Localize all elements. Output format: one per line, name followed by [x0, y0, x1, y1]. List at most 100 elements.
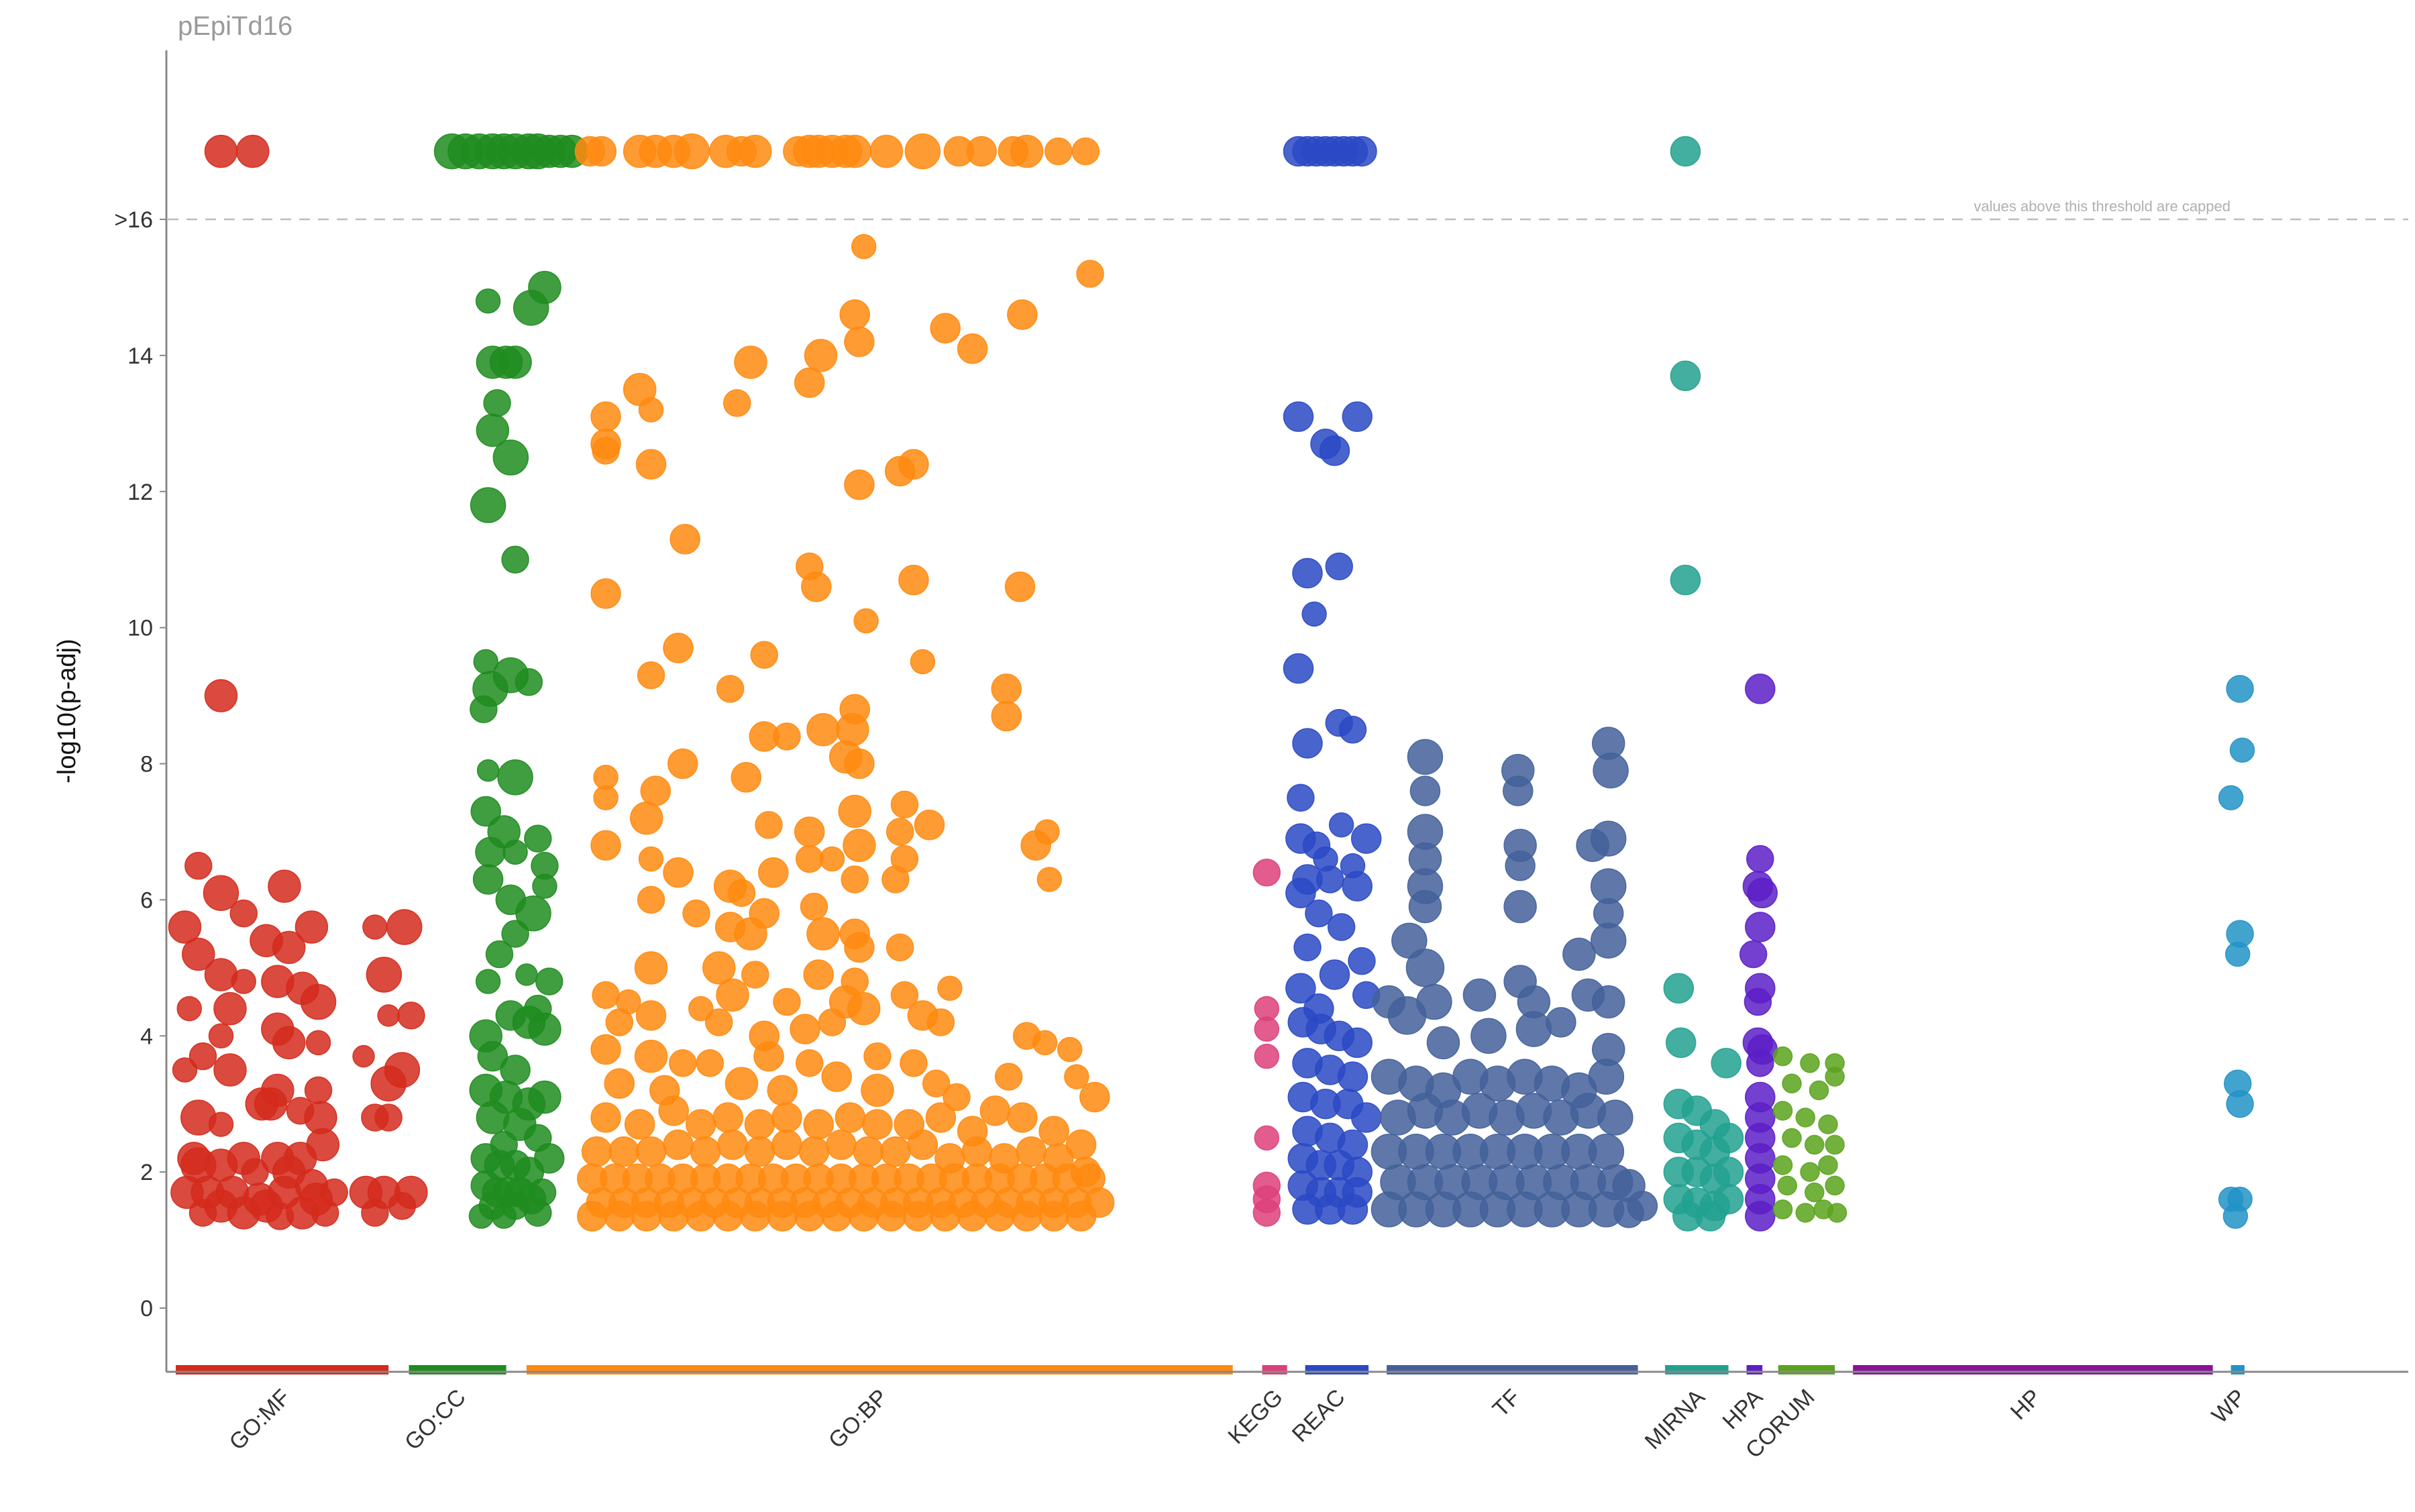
data-point	[757, 857, 789, 888]
source-label-mirna: MIRNA	[1640, 1385, 1711, 1455]
data-point	[902, 1201, 934, 1232]
data-point	[1305, 899, 1333, 928]
chart-title: pEpiTd16	[178, 11, 292, 41]
data-point	[717, 1129, 748, 1160]
data-point	[773, 722, 801, 751]
data-point	[311, 1199, 339, 1227]
data-point	[637, 661, 665, 690]
data-point	[1800, 1053, 1820, 1073]
data-point	[716, 675, 745, 703]
data-point	[890, 981, 919, 1010]
data-point	[501, 545, 529, 574]
data-point	[900, 1049, 928, 1077]
source-label-go-mf: GO:MF	[225, 1385, 296, 1456]
data-point	[821, 1061, 852, 1092]
data-point	[229, 899, 258, 928]
data-point	[686, 1201, 716, 1232]
axes: 0 2 4 6 8 10 12 14 >16	[114, 50, 2408, 1373]
data-point	[1064, 1064, 1089, 1089]
data-point	[696, 1049, 724, 1077]
data-point	[795, 1049, 824, 1077]
data-point	[470, 796, 501, 827]
data-point	[1293, 933, 1322, 962]
data-point	[1292, 557, 1323, 589]
data-point	[794, 1201, 825, 1232]
data-point	[1591, 985, 1625, 1019]
data-point	[907, 1129, 938, 1160]
data-point	[1338, 716, 1367, 744]
data-point	[1076, 260, 1104, 288]
source-bar-go-mf	[176, 1365, 389, 1374]
data-point	[1252, 859, 1281, 887]
data-point	[635, 1136, 667, 1167]
data-point	[1745, 912, 1776, 942]
data-point	[851, 233, 877, 260]
data-point	[590, 1102, 621, 1133]
data-point	[885, 933, 914, 962]
data-point	[208, 1023, 234, 1048]
data-point	[1670, 360, 1701, 392]
data-point	[966, 136, 997, 167]
data-point	[739, 1201, 771, 1232]
source-bar-corum	[1778, 1365, 1835, 1374]
data-point	[1342, 401, 1373, 432]
data-point	[943, 1083, 971, 1112]
source-bar-hp	[1853, 1365, 2213, 1374]
data-point	[1782, 1073, 1802, 1094]
source-label-hp: HP	[2006, 1385, 2046, 1425]
data-point	[1665, 1027, 1697, 1059]
data-point	[1010, 134, 1044, 168]
data-point	[1016, 1136, 1047, 1167]
data-point	[841, 865, 869, 894]
data-point	[1342, 871, 1373, 902]
source-bar-wp	[2231, 1365, 2245, 1374]
data-point	[663, 857, 694, 888]
data-point	[377, 1004, 400, 1027]
data-point	[634, 1039, 668, 1073]
data-point	[1292, 728, 1323, 759]
data-point	[475, 969, 501, 994]
data-points	[168, 133, 2255, 1232]
data-point	[638, 397, 664, 423]
data-point	[635, 449, 667, 480]
data-point	[1663, 973, 1695, 1004]
data-point	[1011, 1201, 1042, 1232]
data-point	[1562, 937, 1596, 971]
data-point	[688, 995, 714, 1022]
data-point	[500, 1055, 531, 1085]
data-point	[181, 937, 215, 971]
data-point	[744, 1136, 775, 1167]
data-point	[168, 910, 202, 944]
data-point	[1746, 1049, 1774, 1077]
data-point	[476, 413, 510, 447]
data-point	[724, 1067, 759, 1101]
data-point	[922, 1069, 951, 1098]
data-point	[1800, 1162, 1820, 1182]
series-wp	[2218, 675, 2255, 1229]
data-point	[1805, 1182, 1825, 1203]
data-point	[593, 785, 619, 810]
data-point	[890, 790, 919, 819]
y-tick-label: 12	[127, 480, 153, 505]
source-label-go-cc: GO:CC	[400, 1385, 471, 1456]
data-point	[712, 1201, 744, 1232]
data-point	[1747, 877, 1778, 908]
data-point	[1772, 1155, 1793, 1175]
data-point	[397, 1002, 425, 1030]
data-point	[1342, 1027, 1373, 1059]
data-point	[767, 1201, 798, 1232]
data-point	[468, 1203, 494, 1229]
data-point	[925, 1102, 957, 1133]
data-point	[1038, 1201, 1069, 1232]
data-point	[524, 824, 552, 853]
data-point	[1044, 137, 1073, 166]
data-point	[1825, 1134, 1845, 1155]
data-point	[1252, 1199, 1281, 1227]
data-point	[1588, 1133, 1625, 1170]
data-point	[1004, 572, 1036, 602]
data-point	[835, 1102, 866, 1133]
data-point	[177, 1142, 211, 1175]
data-point	[604, 1201, 635, 1232]
